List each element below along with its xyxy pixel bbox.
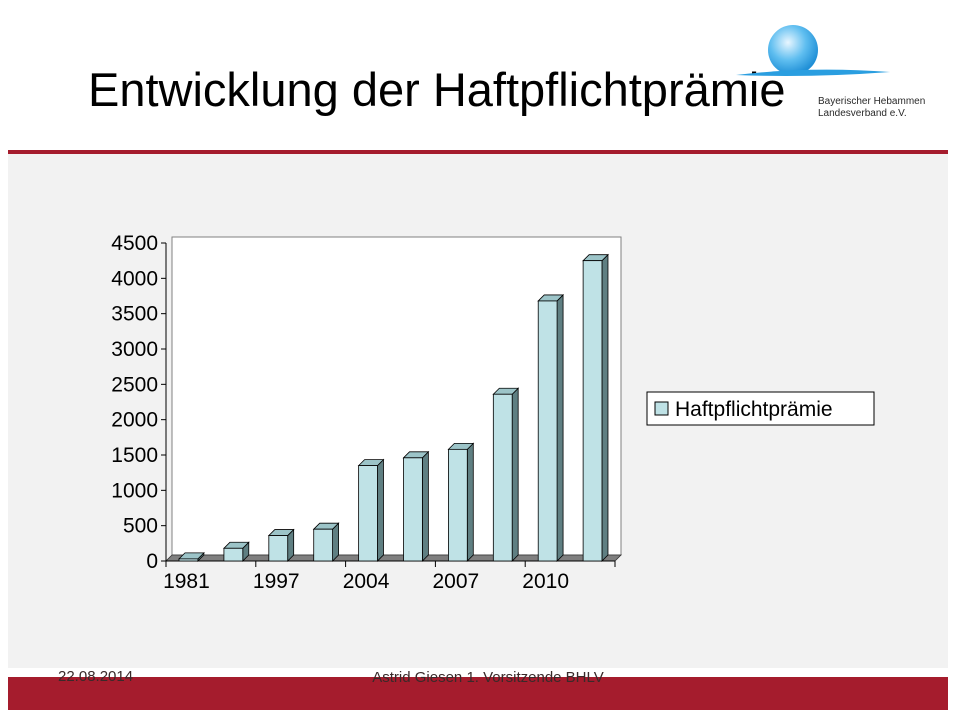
bar-front [223, 547, 244, 562]
y-tick-label: 0 [146, 550, 158, 573]
y-tick-label: 4000 [111, 267, 158, 290]
bar [222, 541, 250, 562]
bar [402, 450, 430, 562]
y-tick-label: 4500 [111, 232, 158, 255]
bar-side [377, 458, 384, 562]
logo-text: Bayerischer Hebammen Landesverband e.V. [818, 96, 925, 120]
footer-band [8, 677, 948, 710]
y-tick-label: 2000 [111, 409, 158, 432]
chart-bars [178, 253, 609, 562]
bar [267, 528, 295, 562]
bar [447, 442, 475, 562]
logo-line-1: Bayerischer Hebammen [818, 96, 926, 107]
bar-side [421, 450, 429, 562]
bar [537, 293, 565, 562]
y-tick-label: 500 [123, 515, 158, 538]
y-tick-label: 2500 [111, 373, 158, 396]
footer-author: Astrid Giesen 1. Vorsitzende BHLV [372, 669, 604, 686]
bar-side [466, 442, 474, 562]
bar-front [358, 465, 378, 562]
footer-date: 22.08.2014 [58, 668, 134, 685]
bar-front [403, 457, 423, 562]
bar [357, 458, 385, 562]
bar-front [268, 535, 289, 562]
header-rule [8, 150, 948, 154]
legend-label: Haftpflichtprämie [675, 398, 833, 421]
legend-box [646, 391, 875, 426]
bar-front [313, 528, 333, 562]
bar-side [332, 522, 339, 562]
bar-side [556, 293, 564, 562]
x-tick-label: 2007 [432, 570, 479, 593]
bar [312, 522, 340, 562]
x-tick-label: 1997 [253, 570, 300, 593]
logo-line-2: Landesverband e.V. [818, 108, 907, 119]
y-tick-label: 1000 [111, 479, 158, 502]
logo-graphic [736, 25, 890, 76]
x-tick-label: 1981 [163, 570, 210, 593]
bar-side [601, 253, 609, 562]
legend-swatch [654, 401, 669, 416]
chart-labels: 0 500 1000 1500 2000 2500 3000 3500 4000 4500 1981… [111, 232, 569, 593]
bar-front [582, 260, 603, 562]
bhlv-logo [730, 22, 930, 132]
bar-front [178, 558, 199, 562]
chart-legend: Haftpflichtprämie [646, 391, 875, 426]
bar-front [492, 393, 513, 562]
bar-side [511, 387, 519, 562]
slide-title: Entwicklung der Haftpflichtprämie [88, 63, 786, 116]
bar [178, 551, 205, 562]
bar [582, 253, 609, 562]
x-tick-label: 2004 [343, 570, 390, 593]
x-tick-label: 2010 [522, 570, 569, 593]
bar-front [448, 448, 468, 562]
y-tick-label: 1500 [111, 444, 158, 467]
y-tick-label: 3500 [111, 303, 158, 326]
bar [492, 387, 520, 562]
y-tick-label: 3000 [111, 338, 158, 361]
bar-front [537, 300, 558, 562]
